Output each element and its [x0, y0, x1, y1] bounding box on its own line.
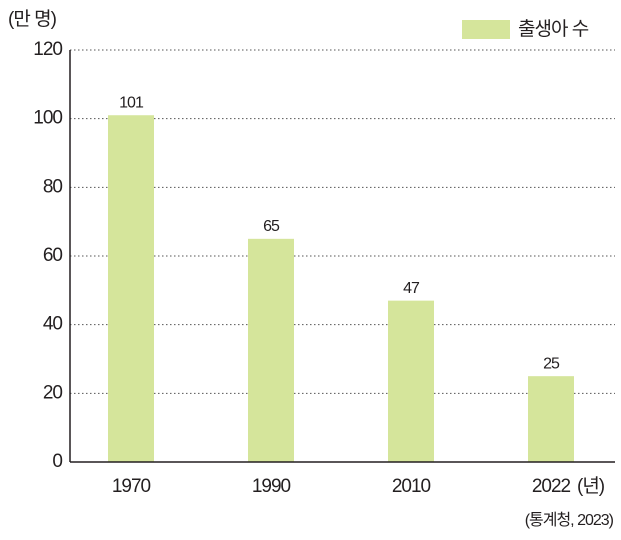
value-label: 47 — [403, 280, 420, 297]
y-tick-label: 0 — [52, 451, 62, 472]
bar — [108, 115, 154, 462]
x-tick-label: 2010 — [392, 476, 431, 497]
bar — [388, 300, 434, 462]
value-label: 25 — [543, 355, 560, 372]
x-tick-label: 1990 — [252, 476, 291, 497]
bar — [248, 238, 294, 462]
source-note: (통계청, 2023) — [525, 511, 614, 529]
y-tick-label: 20 — [43, 382, 63, 403]
legend-swatch — [462, 20, 510, 39]
y-tick-label: 100 — [33, 108, 62, 129]
x-tick-label: 2022 — [532, 476, 571, 497]
y-tick-label: 80 — [43, 176, 63, 197]
y-tick-label: 40 — [43, 314, 63, 335]
y-tick-label: 60 — [43, 245, 63, 266]
value-label: 101 — [119, 94, 144, 111]
x-tick-label: 1970 — [112, 476, 151, 497]
legend-label: 출생아 수 — [518, 18, 589, 40]
value-label: 65 — [263, 218, 280, 235]
bar — [528, 376, 574, 462]
y-axis-label: (만 명) — [8, 8, 57, 30]
y-tick-label: 120 — [33, 39, 62, 60]
x-unit-label: (년) — [577, 475, 605, 497]
